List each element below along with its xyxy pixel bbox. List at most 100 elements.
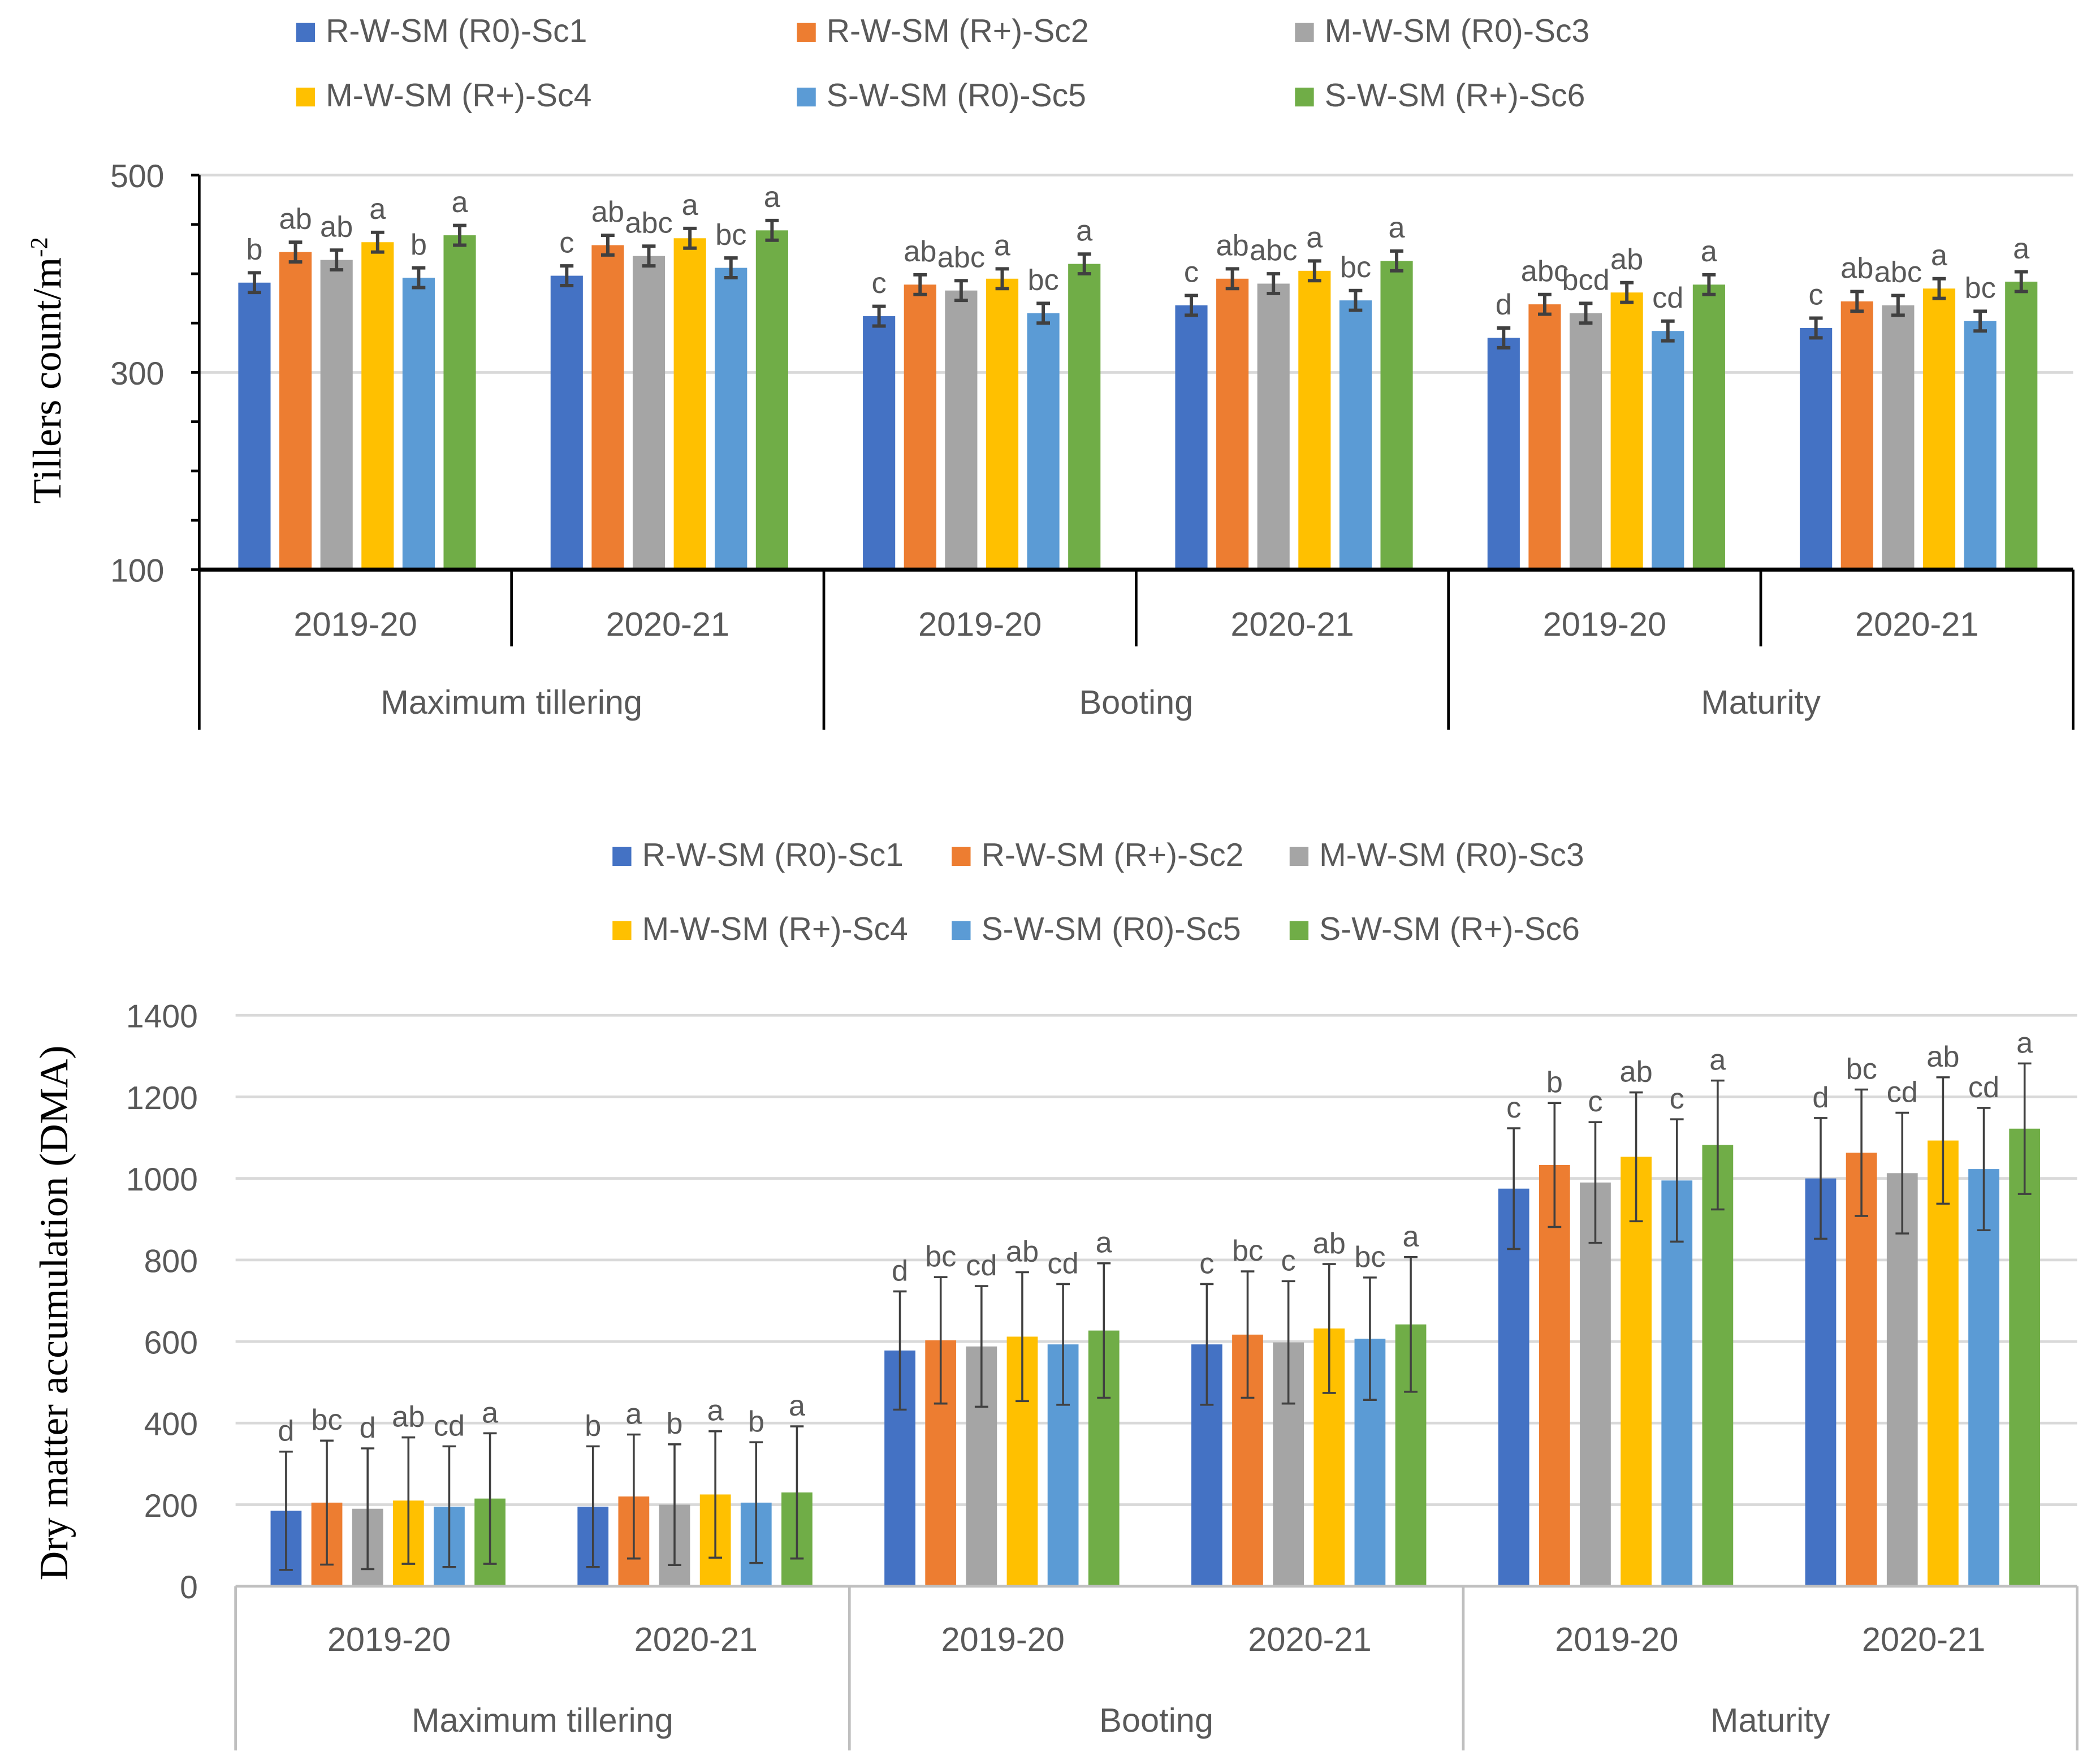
bar-5	[1339, 300, 1372, 570]
x-category-label: 2020-21	[1230, 605, 1354, 643]
bar-1	[550, 275, 583, 570]
significance-letter: ab	[1216, 230, 1248, 262]
significance-letter: cd	[434, 1409, 465, 1442]
significance-letter: b	[246, 234, 262, 266]
bar-3	[1580, 1182, 1611, 1586]
bar-6	[1380, 261, 1413, 570]
bar-4	[986, 278, 1019, 570]
significance-letter: c	[1506, 1092, 1521, 1124]
bar-5	[1652, 331, 1684, 570]
bar-5	[1661, 1180, 1693, 1586]
significance-letter: a	[2016, 1026, 2033, 1059]
significance-letter: a	[707, 1395, 724, 1427]
significance-letter: a	[1076, 214, 1093, 247]
x-category-label: 2019-20	[1555, 1620, 1678, 1658]
stage-label: Booting	[1079, 683, 1193, 721]
y-tick-label: 300	[110, 356, 164, 392]
significance-letter: c	[1184, 256, 1199, 289]
significance-letter: cd	[966, 1249, 997, 1282]
stage-label: Maximum tillering	[381, 683, 642, 721]
y-tick-label: 1200	[126, 1080, 198, 1116]
significance-letter: abc	[1250, 234, 1297, 267]
significance-letter: c	[559, 226, 574, 259]
significance-letter: b	[1546, 1066, 1563, 1099]
significance-letter: d	[360, 1412, 376, 1444]
legend-label-2: R-W-SM (R+)-Sc2	[982, 837, 1244, 873]
bar-1	[1805, 1178, 1837, 1586]
bar-2	[1539, 1164, 1570, 1586]
bar-4	[1928, 1140, 1959, 1586]
significance-letter: bc	[1232, 1235, 1263, 1267]
legend-swatch-5	[797, 87, 816, 107]
legend-label-4: M-W-SM (R+)-Sc4	[326, 77, 591, 114]
significance-letter: bc	[925, 1240, 956, 1273]
significance-letter: cd	[1047, 1247, 1078, 1280]
significance-letter: c	[1199, 1247, 1214, 1280]
significance-letter: a	[625, 1397, 642, 1430]
significance-letter: abc	[625, 206, 672, 239]
bar-3	[1257, 283, 1290, 570]
bar-4	[361, 242, 394, 570]
legend-label-4: M-W-SM (R+)-Sc4	[642, 911, 908, 947]
significance-letter: b	[585, 1409, 601, 1442]
chart2-y-axis-label: Dry matter accumulation (DMA)	[32, 1046, 76, 1581]
significance-letter: bc	[1340, 251, 1371, 284]
significance-letter: cd	[1968, 1071, 1999, 1104]
significance-letter: ab	[320, 210, 353, 243]
x-category-label: 2020-21	[1248, 1620, 1371, 1658]
bar-2	[1216, 278, 1249, 570]
x-category-label: 2019-20	[918, 605, 1042, 643]
significance-letter: b	[748, 1405, 764, 1438]
bar-4	[673, 238, 706, 570]
y-tick-label: 600	[144, 1325, 198, 1361]
bar-6	[755, 230, 788, 570]
y-tick-label: 500	[110, 158, 164, 195]
bar-6	[2005, 282, 2038, 570]
significance-letter: c	[1588, 1085, 1602, 1118]
significance-letter: bc	[1027, 264, 1058, 297]
chart2-dma: R-W-SM (R0)-Sc1 R-W-SM (R+)-Sc2 M-W-SM (R0…	[126, 837, 2079, 1751]
significance-letter: a	[1402, 1220, 1419, 1253]
legend-label-2: R-W-SM (R+)-Sc2	[827, 13, 1089, 49]
significance-letter: d	[1496, 288, 1512, 321]
significance-letter: ab	[1006, 1235, 1039, 1268]
significance-letter: d	[278, 1415, 294, 1448]
significance-letter: ab	[1619, 1055, 1652, 1088]
bar-1	[1175, 305, 1208, 570]
legend-swatch-4	[612, 921, 632, 940]
significance-letter: ab	[279, 202, 312, 235]
significance-letter: bcd	[1562, 264, 1609, 297]
bar-4	[1610, 292, 1643, 570]
significance-letter: c	[1281, 1244, 1296, 1277]
bar-5	[1968, 1169, 1999, 1586]
significance-letter: b	[666, 1408, 682, 1440]
significance-letter: ab	[904, 235, 936, 268]
bar-2	[904, 284, 936, 570]
significance-letter: abc	[937, 241, 985, 274]
bar-2	[279, 252, 312, 570]
significance-letter: a	[994, 230, 1011, 262]
bar-6	[443, 235, 476, 570]
legend-label-6: S-W-SM (R+)-Sc6	[1319, 911, 1580, 947]
significance-letter: ab	[1610, 243, 1643, 276]
significance-letter: c	[872, 267, 887, 300]
legend-swatch-2	[797, 23, 816, 42]
significance-letter: a	[764, 181, 781, 214]
bar-6	[1702, 1145, 1734, 1586]
significance-letter: a	[1931, 239, 1948, 272]
bar-1	[238, 282, 271, 570]
significance-letter: c	[1809, 279, 1824, 312]
significance-letter: a	[682, 189, 699, 222]
y-tick-label: 100	[110, 553, 164, 589]
bar-3	[945, 290, 978, 570]
bar-3	[632, 256, 666, 570]
legend-swatch-6	[1295, 87, 1314, 107]
significance-letter: cd	[1887, 1076, 1918, 1109]
bar-3	[1569, 313, 1602, 570]
y-tick-label: 400	[144, 1407, 198, 1443]
significance-letter: a	[1096, 1227, 1113, 1259]
significance-letter: cd	[1652, 282, 1683, 314]
significance-letter: a	[451, 186, 468, 219]
